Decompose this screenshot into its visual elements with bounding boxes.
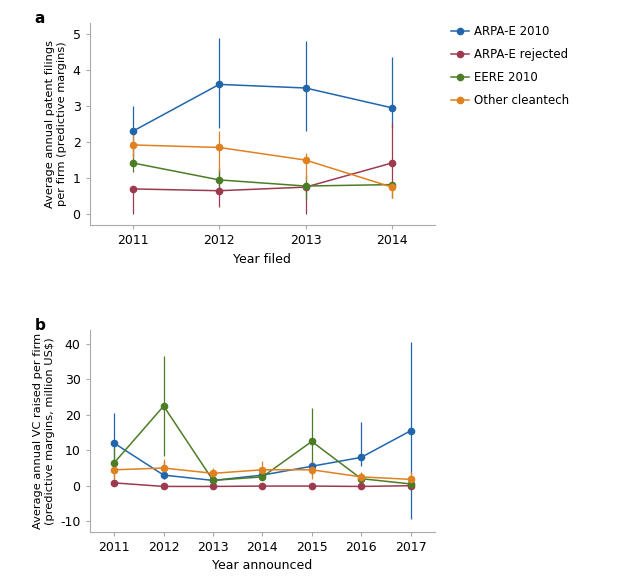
Text: b: b	[35, 318, 45, 333]
X-axis label: Year announced: Year announced	[212, 560, 312, 572]
X-axis label: Year filed: Year filed	[234, 253, 291, 265]
Legend: ARPA-E 2010, ARPA-E rejected, EERE 2010, Other cleantech: ARPA-E 2010, ARPA-E rejected, EERE 2010,…	[451, 25, 569, 107]
Y-axis label: Average annual VC raised per firm
(predictive margins, million US$): Average annual VC raised per firm (predi…	[33, 333, 54, 529]
Text: a: a	[35, 11, 45, 26]
Y-axis label: Average annual patent filings
per firm (predictive margins): Average annual patent filings per firm (…	[45, 40, 67, 208]
